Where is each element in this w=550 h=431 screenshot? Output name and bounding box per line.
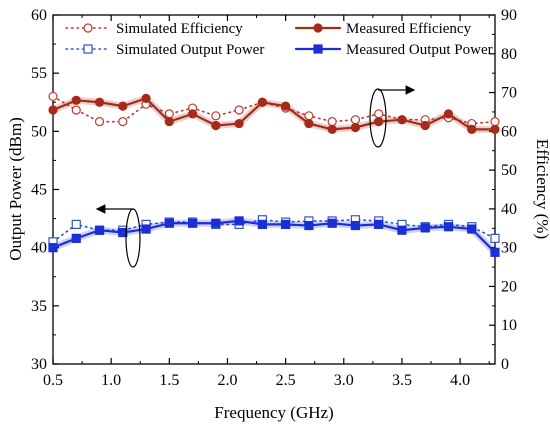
data-point bbox=[304, 220, 314, 231]
data-point bbox=[234, 118, 244, 129]
x-tick-label: 2.5 bbox=[276, 372, 296, 389]
data-point bbox=[48, 91, 58, 102]
data-point bbox=[490, 117, 500, 127]
data-point bbox=[397, 115, 407, 125]
plot-frame bbox=[52, 14, 496, 365]
legend-label: Simulated Output Power bbox=[116, 42, 264, 58]
data-point bbox=[467, 124, 477, 134]
data-point bbox=[211, 120, 221, 131]
y-right-tick-label: 20 bbox=[501, 278, 517, 295]
x-tick-label: 1.0 bbox=[101, 372, 121, 389]
data-point bbox=[48, 243, 58, 253]
power-ellipse bbox=[125, 208, 141, 268]
data-point bbox=[71, 219, 81, 229]
data-point bbox=[71, 105, 81, 115]
data-point bbox=[118, 117, 128, 127]
data-point bbox=[490, 247, 500, 257]
y-axis-left-title: Output Power (dBm) bbox=[6, 117, 25, 261]
x-tick-label: 4.0 bbox=[450, 372, 470, 389]
data-point bbox=[71, 95, 81, 105]
y-right-tick-label: 30 bbox=[501, 240, 517, 257]
y-right-tick-label: 60 bbox=[501, 123, 517, 140]
efficiency-ellipse bbox=[369, 88, 387, 148]
legend-marker bbox=[313, 23, 323, 33]
y-right-tick-label: 10 bbox=[501, 317, 517, 334]
data-point bbox=[94, 225, 105, 235]
data-point bbox=[164, 218, 174, 228]
data-point bbox=[350, 115, 361, 125]
y-left-tick-label: 45 bbox=[31, 182, 47, 199]
data-point bbox=[374, 117, 384, 127]
x-tick-label: 1.5 bbox=[159, 372, 179, 389]
legend-marker bbox=[83, 23, 93, 33]
y-right-tick-label: 0 bbox=[501, 356, 509, 373]
x-tick-label: 2.0 bbox=[217, 372, 237, 389]
legend: Simulated Efficiency Measured Efficiency S… bbox=[65, 21, 493, 58]
data-point bbox=[164, 117, 174, 127]
data-point bbox=[234, 216, 244, 226]
data-point bbox=[420, 223, 430, 233]
y-left-tick-label: 40 bbox=[31, 240, 47, 257]
data-point bbox=[118, 227, 128, 238]
x-tick-label: 3.0 bbox=[334, 372, 354, 389]
data-point bbox=[327, 218, 337, 228]
legend-label: Measured Efficiency bbox=[346, 21, 472, 37]
data-point bbox=[141, 224, 151, 234]
data-point bbox=[420, 120, 430, 131]
data-point bbox=[94, 117, 105, 127]
data-point bbox=[187, 218, 198, 228]
data-point bbox=[94, 97, 105, 107]
data-point bbox=[71, 233, 81, 243]
y-left-tick-label: 35 bbox=[31, 298, 47, 315]
legend-marker bbox=[83, 44, 93, 54]
data-point bbox=[327, 117, 337, 127]
y-right-tick-label: 50 bbox=[501, 162, 517, 179]
data-point bbox=[490, 233, 500, 243]
data-point bbox=[304, 118, 314, 129]
data-point bbox=[443, 109, 454, 119]
series-layer bbox=[48, 91, 500, 257]
data-point bbox=[257, 219, 267, 229]
annotations bbox=[95, 85, 416, 268]
data-point bbox=[281, 101, 291, 111]
legend-label: Simulated Efficiency bbox=[116, 21, 243, 37]
data-point bbox=[118, 101, 128, 111]
data-point bbox=[187, 109, 198, 119]
data-point bbox=[350, 122, 361, 133]
y-left-tick-label: 55 bbox=[31, 65, 47, 82]
y-axis-right-title: Efficiency (%) bbox=[533, 139, 550, 239]
data-point bbox=[281, 219, 291, 229]
data-point bbox=[467, 224, 477, 234]
axes: 0.5 1.0 1.5 2.0 2.5 3.0 3.5 4.0 30 35 40 45 50 55 60 0 1… bbox=[31, 7, 517, 389]
data-point bbox=[490, 124, 500, 134]
data-point bbox=[141, 93, 151, 103]
data-point bbox=[327, 124, 337, 134]
data-point bbox=[397, 225, 407, 235]
x-tick-label: 0.5 bbox=[43, 372, 63, 389]
data-point bbox=[374, 219, 384, 229]
y-right-tick-label: 40 bbox=[501, 201, 517, 218]
legend-marker bbox=[313, 44, 323, 54]
data-point bbox=[350, 220, 361, 231]
y-left-tick-label: 50 bbox=[31, 123, 47, 140]
legend-label: Measured Output Power bbox=[346, 42, 493, 58]
data-point bbox=[234, 105, 244, 115]
data-point bbox=[257, 97, 267, 107]
data-point bbox=[374, 109, 384, 119]
data-point bbox=[443, 222, 454, 232]
data-point bbox=[48, 105, 58, 115]
x-axis-title: Frequency (GHz) bbox=[214, 403, 333, 422]
data-point bbox=[211, 218, 221, 228]
y-right-tick-label: 90 bbox=[501, 7, 517, 24]
y-left-tick-label: 30 bbox=[31, 356, 47, 373]
data-point bbox=[211, 111, 221, 121]
x-tick-label: 3.5 bbox=[392, 372, 412, 389]
y-right-tick-label: 70 bbox=[501, 85, 517, 102]
y-right-tick-label: 80 bbox=[501, 46, 517, 63]
y-left-tick-label: 60 bbox=[31, 7, 47, 24]
